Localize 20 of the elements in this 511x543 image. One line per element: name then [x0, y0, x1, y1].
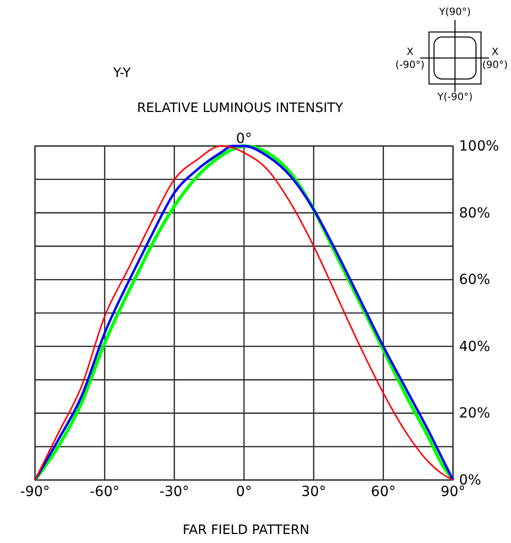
annotation: 0° — [236, 131, 252, 147]
text: Y(-90°) — [436, 92, 473, 103]
x-tick-label: 90° — [440, 484, 466, 500]
y-tick-label: 80% — [459, 205, 490, 222]
text: Y(90°) — [438, 7, 471, 18]
y-tick-label: 100% — [459, 138, 500, 154]
x-tick-label: 30° — [301, 484, 326, 500]
text: X (-90°) — [395, 47, 425, 71]
x-tick-label: -60° — [90, 484, 120, 500]
chart-title: RELATIVE LUMINOUS INTENSITY — [136, 101, 344, 116]
text: X (90°) — [482, 47, 508, 71]
y-tick-label: 60% — [459, 272, 490, 288]
x-tick-label: 60° — [370, 484, 396, 500]
y-tick-label: 20% — [459, 406, 490, 422]
x-tick-label: 0° — [236, 484, 252, 500]
y-tick-label: 40% — [459, 338, 490, 355]
x-axis-title: FAR FIELD PATTERN — [182, 523, 310, 538]
x-tick-label: -90° — [20, 484, 50, 500]
chart-subtitle: Y-Y — [112, 66, 131, 81]
x-tick-label: -30° — [159, 484, 190, 500]
